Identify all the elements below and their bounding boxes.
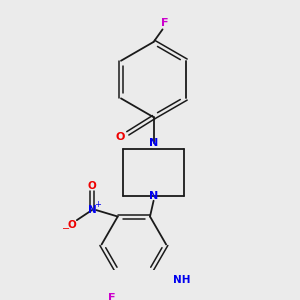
Text: +: + xyxy=(94,200,101,209)
Text: N: N xyxy=(149,191,158,201)
Text: N: N xyxy=(149,138,158,148)
Text: F: F xyxy=(161,18,169,28)
Text: N: N xyxy=(88,205,96,215)
Text: NH: NH xyxy=(172,275,190,285)
Text: −: − xyxy=(62,224,70,234)
Text: O: O xyxy=(115,132,124,142)
Text: F: F xyxy=(108,292,116,300)
Text: O: O xyxy=(68,220,76,230)
Text: O: O xyxy=(88,181,96,191)
